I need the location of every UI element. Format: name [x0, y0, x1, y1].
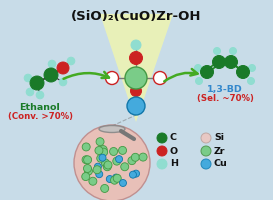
- Text: C: C: [170, 134, 177, 142]
- Circle shape: [115, 156, 123, 163]
- Circle shape: [194, 64, 201, 72]
- Text: Zr: Zr: [214, 146, 225, 156]
- Circle shape: [95, 147, 103, 155]
- Circle shape: [99, 146, 107, 154]
- Circle shape: [153, 72, 167, 84]
- Text: Ethanol: Ethanol: [20, 103, 60, 112]
- Circle shape: [130, 86, 141, 97]
- Circle shape: [101, 184, 109, 192]
- Circle shape: [94, 163, 101, 170]
- Circle shape: [84, 164, 91, 172]
- Text: Si: Si: [214, 134, 224, 142]
- Circle shape: [44, 68, 58, 82]
- Circle shape: [106, 176, 113, 183]
- Circle shape: [67, 57, 75, 65]
- Circle shape: [236, 66, 250, 78]
- Circle shape: [109, 147, 118, 155]
- Circle shape: [74, 125, 150, 200]
- Text: Cu: Cu: [214, 160, 228, 168]
- Circle shape: [125, 67, 147, 89]
- Circle shape: [201, 146, 211, 156]
- Circle shape: [113, 174, 121, 182]
- Circle shape: [99, 154, 106, 161]
- Circle shape: [82, 173, 90, 181]
- Circle shape: [157, 159, 167, 169]
- Circle shape: [121, 163, 129, 171]
- Circle shape: [132, 170, 140, 177]
- Circle shape: [30, 76, 44, 90]
- Circle shape: [84, 167, 93, 175]
- Circle shape: [129, 51, 143, 64]
- Circle shape: [201, 133, 211, 143]
- Text: (Conv. >70%): (Conv. >70%): [7, 112, 73, 121]
- Circle shape: [105, 72, 118, 84]
- Circle shape: [111, 176, 118, 184]
- Circle shape: [48, 60, 56, 68]
- Circle shape: [129, 171, 136, 178]
- Circle shape: [230, 47, 236, 54]
- Circle shape: [112, 174, 120, 181]
- Circle shape: [24, 74, 32, 82]
- Circle shape: [36, 91, 44, 99]
- Circle shape: [131, 153, 139, 161]
- Circle shape: [59, 78, 67, 86]
- Circle shape: [26, 88, 34, 96]
- Text: O: O: [170, 146, 178, 156]
- Text: H: H: [170, 160, 178, 168]
- Polygon shape: [100, 14, 173, 122]
- Text: 1,3-BD: 1,3-BD: [207, 85, 243, 94]
- Circle shape: [96, 138, 104, 146]
- Circle shape: [139, 153, 147, 161]
- Text: (SiO)₂(CuO)Zr-OH: (SiO)₂(CuO)Zr-OH: [71, 10, 201, 23]
- Circle shape: [157, 146, 167, 156]
- Circle shape: [157, 133, 167, 143]
- Circle shape: [96, 171, 103, 178]
- Circle shape: [248, 77, 254, 84]
- Circle shape: [103, 163, 111, 171]
- Circle shape: [113, 157, 121, 165]
- Circle shape: [82, 156, 90, 164]
- Circle shape: [120, 179, 126, 186]
- Circle shape: [97, 154, 105, 162]
- Circle shape: [212, 55, 225, 68]
- Circle shape: [100, 148, 108, 156]
- Circle shape: [128, 157, 136, 165]
- Circle shape: [57, 62, 69, 74]
- Circle shape: [104, 161, 112, 169]
- Circle shape: [213, 47, 221, 54]
- Text: (Sel. ~70%): (Sel. ~70%): [197, 94, 253, 103]
- Circle shape: [118, 146, 127, 154]
- Circle shape: [127, 97, 145, 115]
- Circle shape: [89, 177, 97, 185]
- Circle shape: [84, 156, 92, 164]
- Circle shape: [195, 77, 203, 84]
- Circle shape: [200, 66, 213, 78]
- Circle shape: [201, 159, 211, 169]
- Circle shape: [248, 64, 256, 72]
- Ellipse shape: [99, 126, 125, 132]
- Circle shape: [131, 40, 141, 50]
- Circle shape: [82, 143, 90, 151]
- Circle shape: [101, 159, 109, 167]
- Circle shape: [93, 166, 101, 174]
- Circle shape: [224, 55, 238, 68]
